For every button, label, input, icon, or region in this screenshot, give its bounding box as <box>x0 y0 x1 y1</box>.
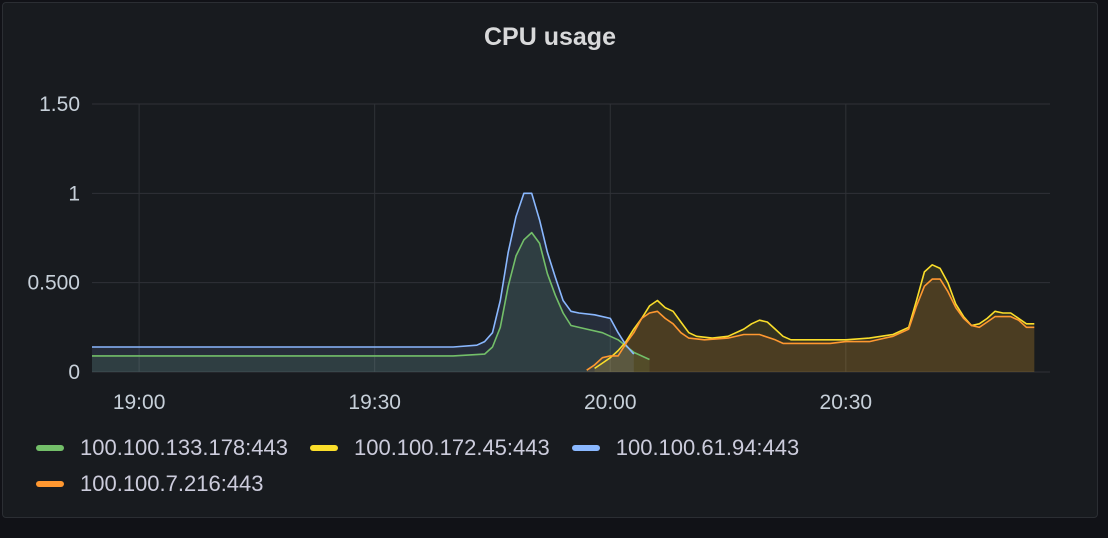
legend-label: 100.100.133.178:443 <box>80 435 288 460</box>
series-line-1[interactable] <box>594 264 1035 370</box>
legend-item[interactable]: 100.100.133.178:443 <box>36 435 288 461</box>
legend-row: 100.100.133.178:443 100.100.172.45:443 100… <box>36 430 936 466</box>
legend-label: 100.100.172.45:443 <box>353 435 550 460</box>
legend-item[interactable]: 100.100.172.45:443 <box>309 435 550 461</box>
y-tick-label: 0 <box>68 361 80 384</box>
x-tick-label: 19:00 <box>113 391 166 414</box>
legend: 100.100.133.178:443 100.100.172.45:443 100… <box>36 430 936 502</box>
series-area-0 <box>92 232 650 372</box>
series-area-3 <box>586 279 1035 372</box>
y-axis-ticks: 0 0.500 1 1.50 <box>27 93 80 384</box>
series-area-2 <box>92 193 634 372</box>
series-line-0[interactable] <box>92 231 650 361</box>
series-line-2[interactable] <box>92 192 635 355</box>
legend-label: 100.100.7.216:443 <box>80 471 264 496</box>
legend-item[interactable]: 100.100.7.216:443 <box>36 471 264 497</box>
legend-swatch <box>309 445 338 451</box>
x-tick-label: 20:00 <box>584 391 637 414</box>
grid <box>92 103 1050 373</box>
legend-swatch <box>571 445 600 451</box>
x-axis-ticks: 19:00 19:30 20:00 20:30 <box>113 391 872 414</box>
x-tick-label: 19:30 <box>348 391 401 414</box>
legend-row: 100.100.7.216:443 <box>36 466 936 502</box>
legend-swatch <box>36 481 64 487</box>
legend-label: 100.100.61.94:443 <box>615 435 800 460</box>
y-tick-label: 1 <box>68 182 80 205</box>
series-area-1 <box>594 264 1035 372</box>
y-tick-label: 1.50 <box>39 93 80 116</box>
series-line-3[interactable] <box>586 278 1035 371</box>
legend-swatch <box>36 445 64 451</box>
series-lines <box>92 192 1035 371</box>
y-tick-label: 0.500 <box>27 272 80 295</box>
x-tick-label: 20:30 <box>820 391 873 414</box>
series-areas <box>92 193 1035 372</box>
legend-item[interactable]: 100.100.61.94:443 <box>571 435 800 461</box>
panel-title[interactable]: CPU usage <box>484 23 616 51</box>
